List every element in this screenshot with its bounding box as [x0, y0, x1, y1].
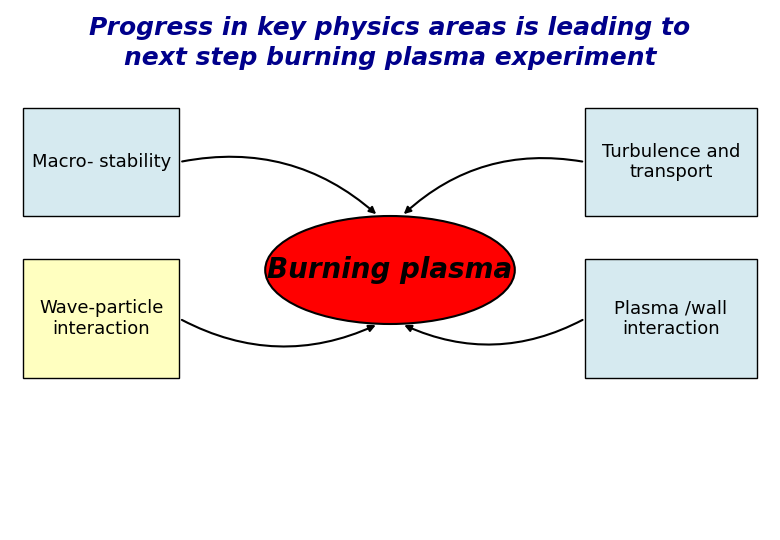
FancyBboxPatch shape: [585, 108, 757, 216]
FancyBboxPatch shape: [23, 259, 179, 378]
FancyBboxPatch shape: [585, 259, 757, 378]
Ellipse shape: [265, 216, 515, 324]
Text: Burning plasma: Burning plasma: [268, 256, 512, 284]
FancyBboxPatch shape: [23, 108, 179, 216]
Text: Wave-particle
interaction: Wave-particle interaction: [39, 299, 164, 338]
Text: Progress in key physics areas is leading to
next step burning plasma experiment: Progress in key physics areas is leading…: [90, 16, 690, 70]
Text: Turbulence and
transport: Turbulence and transport: [601, 143, 740, 181]
Text: Macro- stability: Macro- stability: [32, 153, 171, 171]
Text: Plasma /wall
interaction: Plasma /wall interaction: [614, 299, 728, 338]
